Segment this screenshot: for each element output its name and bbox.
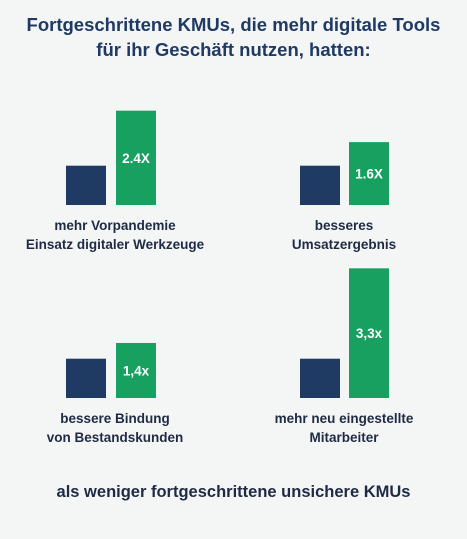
title-line-1: Fortgeschrittene KMUs, die mehr digitale… <box>26 14 441 35</box>
title-line-2: für ihr Geschäft nutzen, hatten: <box>96 39 371 60</box>
bar-advanced-1 <box>349 142 389 205</box>
panel-label-1-line-2: Umsatzergebnis <box>291 237 397 252</box>
value-label-0: 2.4X <box>122 151 150 166</box>
chart-title: Fortgeschrittene KMUs, die mehr digitale… <box>0 12 467 62</box>
panel-label-2-line-1: bessere Bindung <box>60 411 170 426</box>
panel-label-0-line-2: Einsatz digitaler Werkzeuge <box>25 237 205 252</box>
bar-advanced-3 <box>349 268 389 398</box>
bar-advanced-0 <box>116 110 156 205</box>
panel-label-0-line-1: mehr Vorpandemie <box>54 218 176 233</box>
panel-label-0: mehr Vorpandemie Einsatz digitaler Werkz… <box>0 216 230 254</box>
bar-baseline-2 <box>66 358 106 398</box>
panel-label-3-line-1: mehr neu eingestellte <box>274 411 414 426</box>
panel-label-2-line-2: von Bestandskunden <box>46 430 184 445</box>
bar-baseline-1 <box>300 165 340 205</box>
value-label-3: 3,3x <box>356 326 383 341</box>
panel-label-3: mehr neu eingestellte Mitarbeiter <box>229 409 459 447</box>
panel-label-1: besseres Umsatzergebnis <box>229 216 459 254</box>
bar-advanced-2 <box>116 342 156 398</box>
panel-label-2: bessere Bindung von Bestandskunden <box>0 409 230 447</box>
bar-baseline-0 <box>66 165 106 205</box>
panel-label-1-line-1: besseres <box>314 218 374 233</box>
panel-label-3-line-2: Mitarbeiter <box>309 430 379 445</box>
bar-baseline-3 <box>300 358 340 398</box>
value-label-1: 1.6X <box>355 167 383 182</box>
value-label-2: 1,4x <box>123 363 150 378</box>
footer-text: als weniger fortgeschrittene unsichere K… <box>56 483 411 501</box>
